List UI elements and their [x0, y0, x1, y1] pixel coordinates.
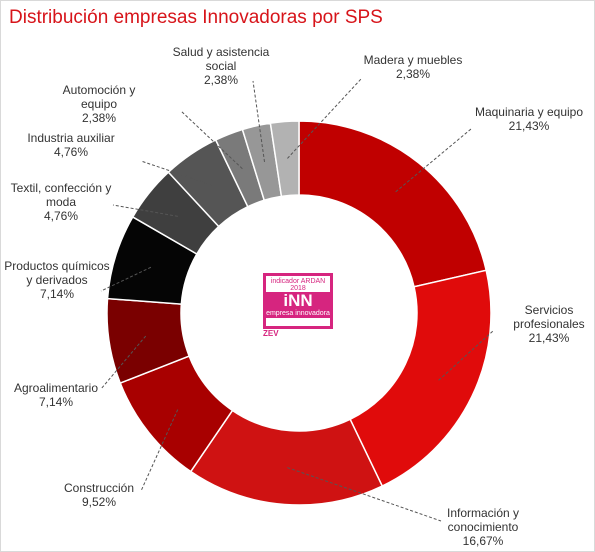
leader-line: [112, 204, 178, 217]
data-label: Servicios profesionales 21,43%: [493, 303, 594, 345]
value-label: 21,43%: [508, 119, 550, 133]
value-label: 4,76%: [53, 145, 89, 159]
leader-line: [287, 467, 442, 522]
data-label: Madera y muebles 2,38%: [357, 53, 469, 81]
leader-line: [287, 78, 362, 159]
data-label: Agroalimentario 7,14%: [1, 381, 112, 409]
logo-mark: iNN: [266, 292, 330, 310]
leader-line: [100, 266, 152, 292]
value-label: 2,38%: [203, 73, 239, 87]
leader-line: [395, 128, 472, 193]
data-label: Salud y asistencia social 2,38%: [165, 45, 277, 87]
value-label: 2,38%: [395, 67, 431, 81]
value-label: 2,38%: [81, 111, 117, 125]
data-label: Textil, confección y moda 4,76%: [5, 181, 117, 223]
leader-line: [140, 160, 212, 186]
data-label: Construcción 9,52%: [43, 481, 155, 509]
value-label: 21,43%: [528, 331, 570, 345]
category-label: Información y conocimiento: [446, 506, 520, 534]
value-label: 16,67%: [462, 534, 504, 548]
donut-slice: [349, 269, 492, 488]
category-label: Automoción y equipo: [62, 83, 136, 111]
category-label: Construcción: [63, 481, 135, 495]
logo-sub: empresa innovadora: [266, 310, 330, 318]
category-label: Industria auxiliar: [27, 131, 115, 145]
category-label: Productos químicos y derivados: [4, 259, 110, 287]
category-label: Servicios profesionales: [513, 303, 585, 331]
donut-slice: [269, 120, 300, 198]
data-label: Productos químicos y derivados 7,14%: [1, 259, 113, 301]
logo-brand: ZEV: [263, 329, 279, 338]
data-label: Maquinaria y equipo 21,43%: [473, 105, 585, 133]
category-label: Textil, confección y moda: [10, 181, 112, 209]
chart-title: Distribución empresas Innovadoras por SP…: [9, 7, 383, 28]
leader-line: [180, 110, 243, 170]
category-label: Madera y muebles: [363, 53, 463, 67]
data-label: Automoción y equipo 2,38%: [43, 83, 155, 125]
leader-line: [438, 330, 494, 381]
category-label: Agroalimentario: [13, 381, 99, 395]
logo-top: indicador ARDAN 2018: [270, 278, 326, 292]
category-label: Maquinaria y equipo: [474, 105, 584, 119]
value-label: 7,14%: [39, 287, 75, 301]
data-label: Industria auxiliar 4,76%: [15, 131, 127, 159]
value-label: 9,52%: [81, 495, 117, 509]
leader-line: [252, 80, 266, 162]
value-label: 7,14%: [38, 395, 74, 409]
category-label: Salud y asistencia social: [172, 45, 270, 73]
leader-line: [100, 335, 147, 390]
value-label: 4,76%: [43, 209, 79, 223]
donut-slice: [298, 120, 488, 288]
logo-frame: indicador ARDAN 2018 iNN empresa innovad…: [263, 273, 333, 329]
logo: indicador ARDAN 2018 iNN empresa innovad…: [263, 267, 333, 338]
data-label: Información y conocimiento 16,67%: [427, 506, 539, 548]
